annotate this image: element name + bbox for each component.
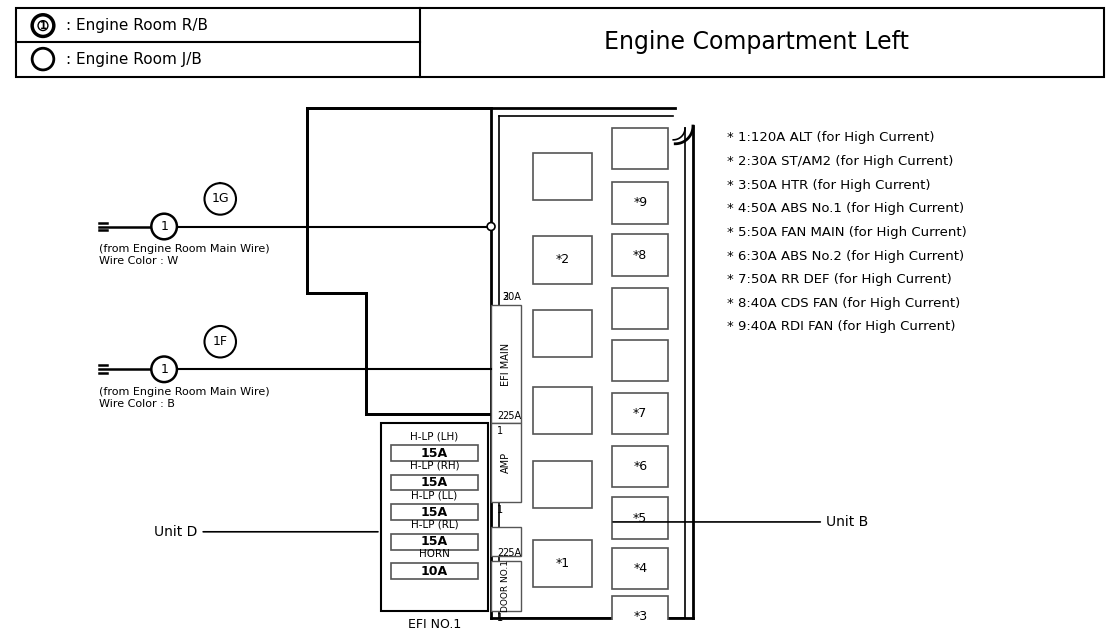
Bar: [491, 423, 521, 502]
Bar: [491, 527, 521, 556]
Bar: [613, 393, 669, 434]
Text: : Engine Room J/B: : Engine Room J/B: [66, 52, 202, 67]
Circle shape: [32, 14, 54, 37]
Text: *7: *7: [633, 407, 647, 420]
Text: 15A: 15A: [421, 535, 448, 548]
Text: 10A: 10A: [421, 564, 448, 578]
Text: 15A: 15A: [421, 447, 448, 459]
Bar: [391, 504, 478, 520]
Circle shape: [32, 49, 54, 70]
Text: 1: 1: [39, 21, 46, 31]
Circle shape: [205, 326, 236, 357]
Circle shape: [151, 214, 177, 239]
Bar: [491, 561, 521, 610]
Text: 1: 1: [160, 363, 168, 376]
Text: 1G: 1G: [212, 192, 230, 205]
Bar: [533, 461, 591, 508]
Text: * 1:120A ALT (for High Current): * 1:120A ALT (for High Current): [727, 132, 935, 144]
Text: 1: 1: [160, 220, 168, 233]
Text: *5: *5: [633, 512, 647, 525]
Text: * 6:30A ABS No.2 (for High Current): * 6:30A ABS No.2 (for High Current): [727, 249, 964, 263]
Text: * 5:50A FAN MAIN (for High Current): * 5:50A FAN MAIN (for High Current): [727, 226, 968, 239]
Bar: [381, 423, 488, 610]
Circle shape: [38, 21, 48, 30]
Text: *2: *2: [556, 253, 570, 266]
Text: (from Engine Room Main Wire)
Wire Color : W: (from Engine Room Main Wire) Wire Color …: [99, 244, 270, 266]
Text: H-LP (RH): H-LP (RH): [410, 461, 459, 471]
Text: *6: *6: [633, 461, 647, 473]
Text: 2: 2: [497, 549, 503, 558]
Text: H-LP (LH): H-LP (LH): [410, 432, 458, 441]
Bar: [491, 306, 521, 423]
Text: *4: *4: [633, 562, 647, 575]
Bar: [613, 128, 669, 169]
Text: Unit D: Unit D: [155, 525, 377, 539]
Text: *9: *9: [633, 197, 647, 209]
Text: DOOR NO.1: DOOR NO.1: [502, 560, 511, 612]
Text: 2: 2: [503, 292, 508, 302]
Bar: [533, 310, 591, 357]
Bar: [391, 474, 478, 490]
Bar: [533, 540, 591, 587]
Text: 1: 1: [497, 614, 503, 624]
Circle shape: [205, 183, 236, 215]
Bar: [391, 445, 478, 461]
Bar: [613, 182, 669, 224]
Text: Engine Compartment Left: Engine Compartment Left: [605, 30, 909, 54]
Text: * 7:50A RR DEF (for High Current): * 7:50A RR DEF (for High Current): [727, 273, 952, 286]
Text: * 2:30A ST/AM2 (for High Current): * 2:30A ST/AM2 (for High Current): [727, 155, 954, 168]
Text: 1F: 1F: [213, 335, 227, 348]
Circle shape: [151, 357, 177, 382]
Bar: [391, 534, 478, 549]
Text: HORN: HORN: [419, 549, 450, 559]
Text: *8: *8: [633, 249, 647, 261]
Text: * 3:50A HTR (for High Current): * 3:50A HTR (for High Current): [727, 179, 931, 192]
Text: : Engine Room R/B: : Engine Room R/B: [66, 18, 207, 33]
Text: AMP: AMP: [501, 452, 511, 473]
Bar: [613, 596, 669, 630]
Text: 25A: 25A: [502, 411, 521, 421]
Bar: [613, 287, 669, 329]
Text: 30A: 30A: [502, 292, 521, 302]
Circle shape: [487, 222, 495, 231]
Text: (from Engine Room Main Wire)
Wire Color : B: (from Engine Room Main Wire) Wire Color …: [99, 387, 270, 409]
Text: 15A: 15A: [421, 506, 448, 518]
Bar: [533, 152, 591, 200]
Circle shape: [501, 621, 511, 630]
Bar: [533, 387, 591, 434]
Text: * 8:40A CDS FAN (for High Current): * 8:40A CDS FAN (for High Current): [727, 297, 961, 310]
Text: EFI MAIN: EFI MAIN: [501, 343, 511, 386]
Bar: [613, 234, 669, 276]
Bar: [613, 340, 669, 381]
Bar: [533, 236, 591, 284]
Text: H-LP (LL): H-LP (LL): [411, 490, 458, 500]
Bar: [613, 446, 669, 488]
Text: * 9:40A RDI FAN (for High Current): * 9:40A RDI FAN (for High Current): [727, 321, 955, 333]
Bar: [613, 497, 669, 539]
Bar: [17, 8, 1103, 77]
Text: H-LP (RL): H-LP (RL): [411, 520, 458, 530]
Text: 1: 1: [497, 427, 503, 437]
Text: *1: *1: [556, 557, 570, 570]
Text: * 4:50A ABS No.1 (for High Current): * 4:50A ABS No.1 (for High Current): [727, 202, 964, 215]
Text: *3: *3: [633, 610, 647, 623]
Text: 25A: 25A: [502, 549, 521, 558]
Text: 1: 1: [497, 505, 503, 515]
Text: EFI NO.1: EFI NO.1: [408, 618, 461, 630]
Bar: [613, 547, 669, 589]
Text: 2: 2: [497, 411, 503, 421]
Text: 15A: 15A: [421, 476, 448, 489]
Text: Unit B: Unit B: [613, 515, 868, 529]
Bar: [391, 563, 478, 579]
